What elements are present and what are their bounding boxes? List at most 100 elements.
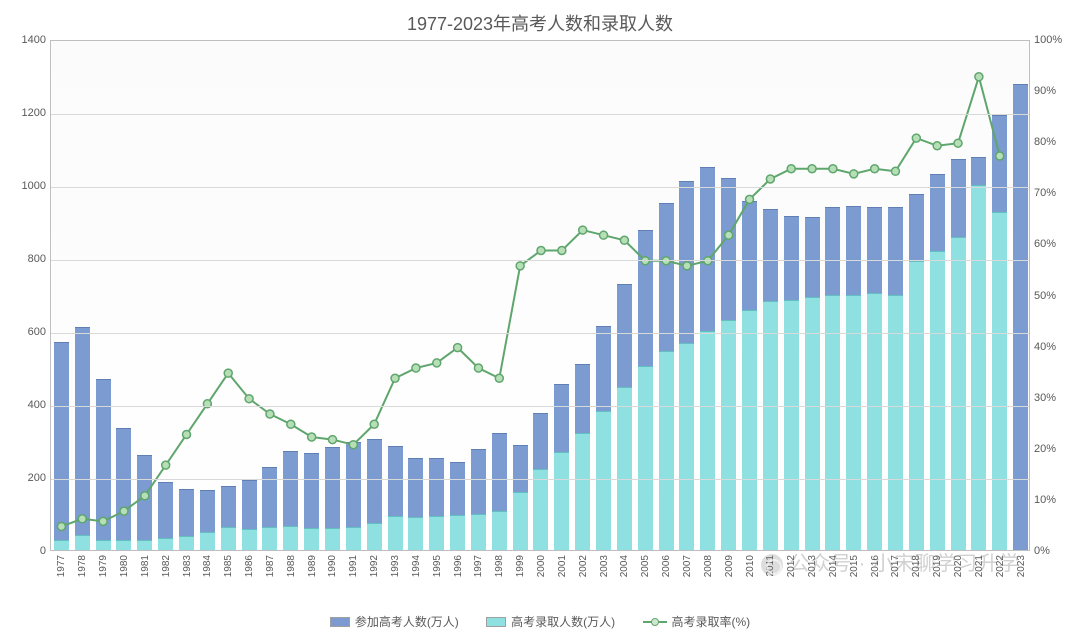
- rate-marker: [266, 410, 274, 418]
- y-left-tick: 1400: [10, 34, 46, 46]
- rate-marker: [787, 165, 795, 173]
- y-right-tick: 70%: [1034, 187, 1070, 199]
- x-tick: 2019: [932, 555, 943, 577]
- x-tick: 2005: [640, 555, 651, 577]
- rate-marker: [454, 344, 462, 352]
- y-right-tick: 20%: [1034, 443, 1070, 455]
- x-tick: 2002: [578, 555, 589, 577]
- x-tick: 2023: [1016, 555, 1027, 577]
- y-left-tick: 0: [10, 545, 46, 557]
- rate-marker: [474, 364, 482, 372]
- chart-container: 1977-2023年高考人数和录取人数 02004006008001000120…: [0, 0, 1080, 636]
- x-tick: 2012: [786, 555, 797, 577]
- rate-marker: [808, 165, 816, 173]
- x-tick: 2013: [807, 555, 818, 577]
- rate-marker: [746, 195, 754, 203]
- chart-title: 1977-2023年高考人数和录取人数: [0, 10, 1080, 36]
- y-right-tick: 50%: [1034, 290, 1070, 302]
- x-tick: 2011: [765, 555, 776, 577]
- x-tick: 1992: [369, 555, 380, 577]
- rate-marker: [141, 492, 149, 500]
- x-tick: 1988: [286, 555, 297, 577]
- legend-swatch-applicants: [330, 617, 350, 627]
- rate-marker: [287, 420, 295, 428]
- rate-marker: [996, 152, 1004, 160]
- x-tick: 1985: [223, 555, 234, 577]
- x-tick: 2000: [536, 555, 547, 577]
- rate-marker: [537, 247, 545, 255]
- rate-marker: [495, 374, 503, 382]
- legend-line-rate: [643, 617, 667, 627]
- rate-marker: [370, 420, 378, 428]
- rate-marker: [516, 262, 524, 270]
- line-layer: [51, 41, 1031, 552]
- rate-marker: [162, 461, 170, 469]
- legend-applicants: 参加高考人数(万人): [330, 613, 459, 630]
- x-tick: 1984: [202, 555, 213, 577]
- y-right-tick: 40%: [1034, 341, 1070, 353]
- rate-marker: [912, 134, 920, 142]
- x-tick: 2015: [849, 555, 860, 577]
- rate-marker: [120, 507, 128, 515]
- gridline: [51, 479, 1029, 480]
- rate-marker: [99, 517, 107, 525]
- x-tick: 1978: [77, 555, 88, 577]
- rate-marker: [391, 374, 399, 382]
- x-tick: 1983: [182, 555, 193, 577]
- gridline: [51, 187, 1029, 188]
- x-tick: 2021: [974, 555, 985, 577]
- rate-marker: [558, 247, 566, 255]
- rate-marker: [183, 430, 191, 438]
- rate-marker: [579, 226, 587, 234]
- legend-label-applicants: 参加高考人数(万人): [355, 613, 459, 630]
- x-tick: 1979: [98, 555, 109, 577]
- x-tick: 1986: [244, 555, 255, 577]
- rate-marker: [683, 262, 691, 270]
- rate-marker: [766, 175, 774, 183]
- rate-line: [61, 77, 999, 527]
- x-tick: 1977: [56, 555, 67, 577]
- rate-marker: [349, 441, 357, 449]
- gridline: [51, 333, 1029, 334]
- x-tick: 2014: [828, 555, 839, 577]
- x-tick: 2007: [682, 555, 693, 577]
- y-left-tick: 1200: [10, 107, 46, 119]
- x-tick: 2003: [599, 555, 610, 577]
- x-tick: 1997: [473, 555, 484, 577]
- x-tick: 1989: [307, 555, 318, 577]
- x-tick: 2018: [911, 555, 922, 577]
- rate-marker: [620, 236, 628, 244]
- y-left-tick: 200: [10, 472, 46, 484]
- rate-marker: [600, 231, 608, 239]
- rate-marker: [308, 433, 316, 441]
- rate-marker: [954, 139, 962, 147]
- watermark-text: 公众号 · 小宋聊学习升学: [789, 553, 1020, 575]
- y-right-tick: 80%: [1034, 136, 1070, 148]
- rate-marker: [245, 395, 253, 403]
- y-left-tick: 1000: [10, 180, 46, 192]
- y-right-tick: 30%: [1034, 392, 1070, 404]
- x-tick: 1982: [161, 555, 172, 577]
- y-right-tick: 10%: [1034, 494, 1070, 506]
- gridline: [51, 260, 1029, 261]
- gridline: [51, 114, 1029, 115]
- plot-area: [50, 40, 1030, 551]
- x-tick: 1990: [327, 555, 338, 577]
- x-tick: 2016: [870, 555, 881, 577]
- x-tick: 2022: [995, 555, 1006, 577]
- x-tick: 2008: [703, 555, 714, 577]
- x-tick: 2010: [745, 555, 756, 577]
- rate-marker: [78, 515, 86, 523]
- gridline: [51, 406, 1029, 407]
- x-tick: 1996: [453, 555, 464, 577]
- x-tick: 1994: [411, 555, 422, 577]
- legend-label-rate: 高考录取率(%): [672, 613, 751, 630]
- y-right-tick: 100%: [1034, 34, 1070, 46]
- legend: 参加高考人数(万人) 高考录取人数(万人) 高考录取率(%): [0, 613, 1080, 630]
- legend-admitted: 高考录取人数(万人): [486, 613, 615, 630]
- x-tick: 1999: [515, 555, 526, 577]
- legend-label-admitted: 高考录取人数(万人): [511, 613, 615, 630]
- x-tick: 1980: [119, 555, 130, 577]
- x-tick: 1995: [432, 555, 443, 577]
- rate-marker: [224, 369, 232, 377]
